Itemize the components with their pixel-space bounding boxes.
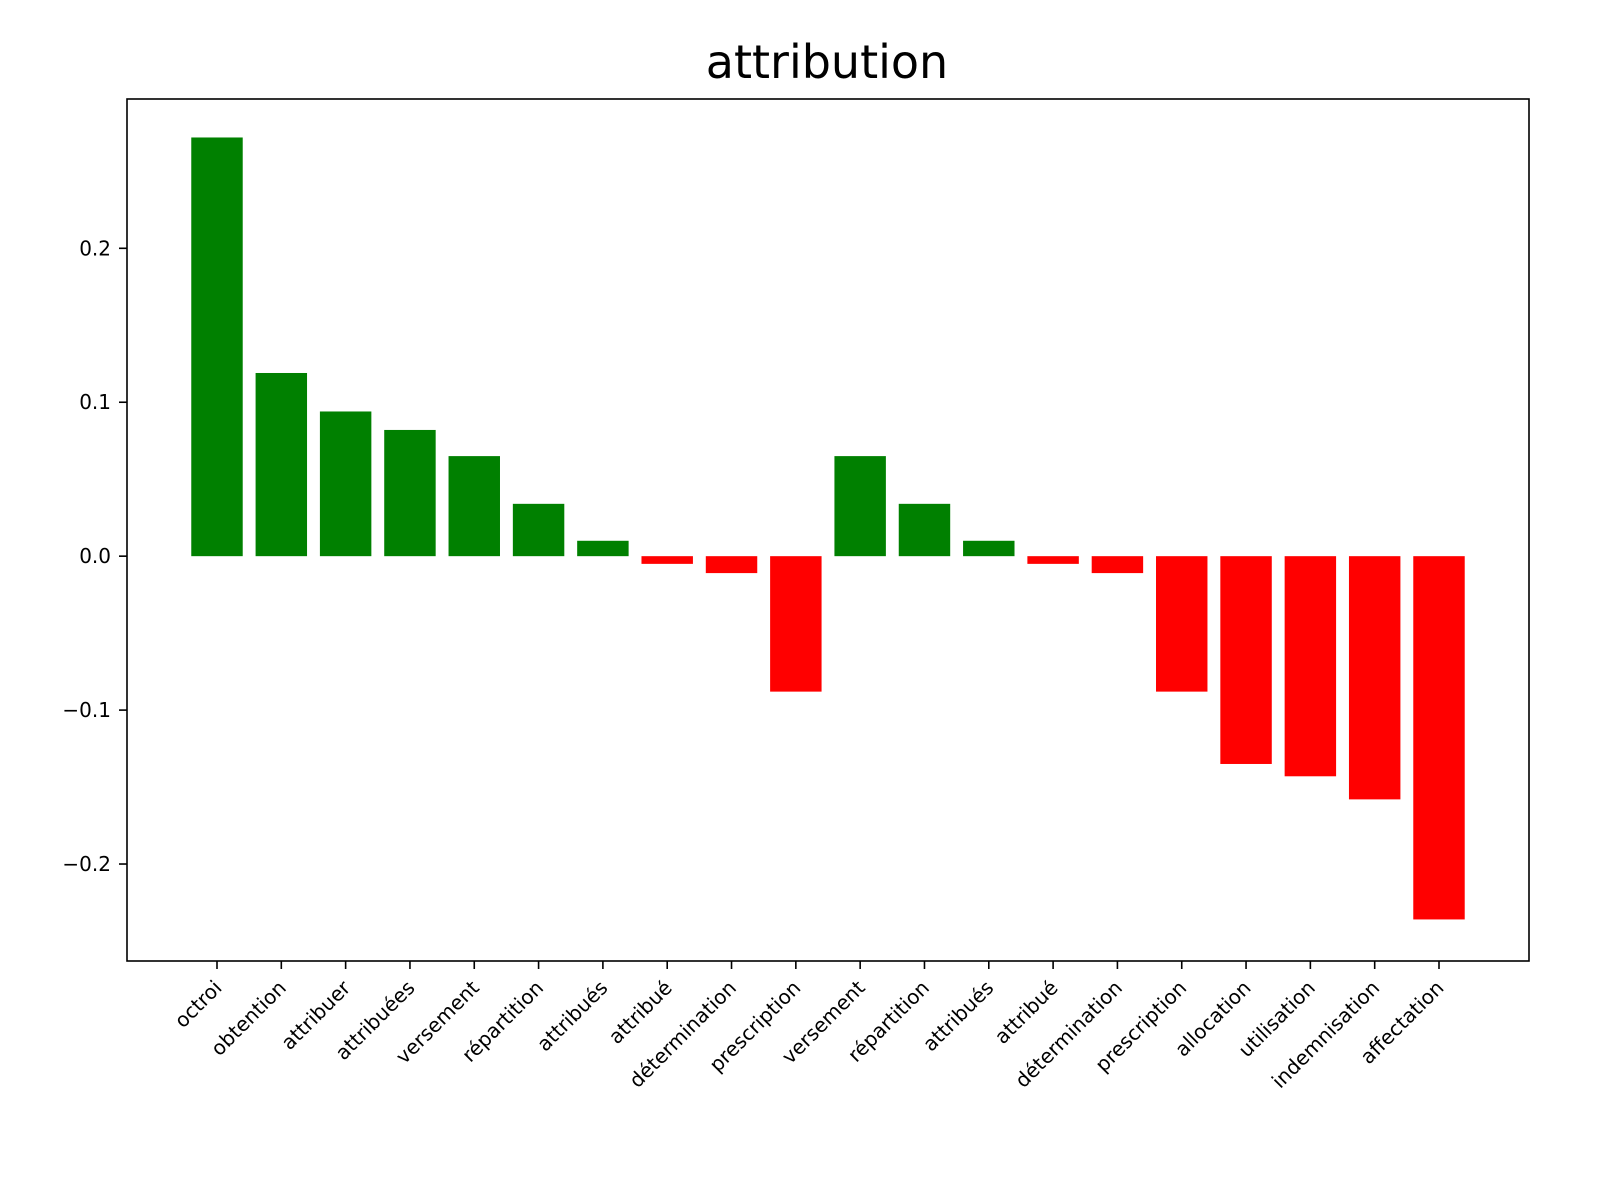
bar-17	[1220, 556, 1272, 764]
bar-8	[641, 556, 693, 564]
bar-12	[898, 503, 951, 557]
chart-title: attribution	[706, 35, 948, 89]
bar-13	[963, 540, 1015, 557]
x-tick-label: attribués	[532, 976, 612, 1056]
bar-19	[1348, 556, 1401, 800]
bar-4	[384, 429, 436, 557]
bar-5	[448, 456, 500, 557]
bar-3	[319, 411, 372, 557]
x-tick-label: attribués	[918, 976, 998, 1056]
plot-frame	[126, 98, 1530, 962]
bar-15	[1091, 556, 1144, 574]
y-tick-label: 0.2	[79, 236, 111, 260]
y-tick-label: 0.1	[79, 390, 111, 414]
bar-11	[834, 456, 886, 557]
y-axis: 0.2 0.1 0.0 −0.1 −0.2	[62, 236, 127, 876]
x-tick-label: octroi	[170, 976, 227, 1033]
bar-10	[770, 556, 822, 692]
x-axis: octroiobtentionattribuerattribuéesversem…	[170, 961, 1449, 1093]
bar-20	[1413, 556, 1465, 920]
bar-14	[1027, 556, 1079, 564]
bar-9	[705, 556, 758, 574]
bar-18	[1284, 556, 1337, 777]
y-tick-label: −0.2	[62, 852, 111, 876]
bar-1	[191, 137, 243, 557]
y-tick-label: −0.1	[62, 698, 111, 722]
bars-layer	[191, 137, 1465, 920]
bar-2	[255, 372, 308, 557]
y-tick-label: 0.0	[79, 544, 111, 568]
bar-16	[1156, 556, 1208, 692]
bar-6	[512, 503, 565, 557]
bar-7	[577, 540, 629, 557]
